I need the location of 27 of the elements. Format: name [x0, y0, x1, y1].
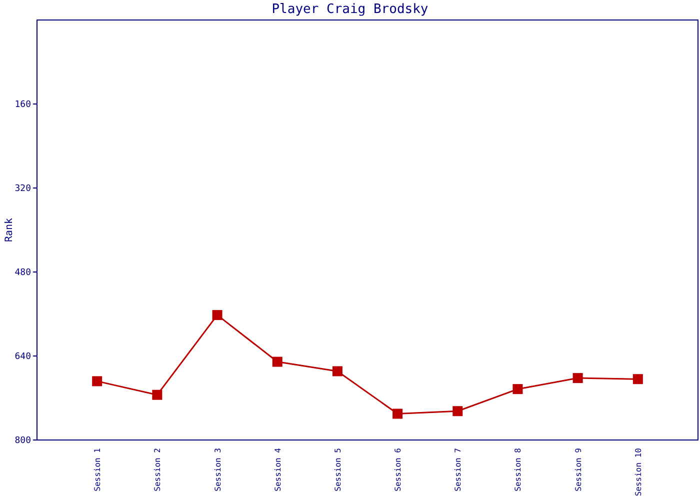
- x-tick-label: Session 2: [153, 448, 162, 492]
- y-tick-label: 640: [14, 352, 31, 362]
- y-tick-label: 160: [14, 100, 31, 110]
- x-tick-label: Session 5: [333, 448, 342, 492]
- y-tick-label: 480: [14, 268, 31, 278]
- y-tick-label: 800: [14, 436, 31, 446]
- point: [272, 356, 282, 367]
- x-tick-label: Session 1: [93, 448, 102, 492]
- y-tick-label: 320: [14, 184, 31, 194]
- y-axis-title: Rank: [4, 218, 15, 242]
- point: [632, 374, 643, 384]
- x-tick-label: Session 7: [454, 448, 463, 492]
- point: [92, 376, 102, 386]
- point: [212, 310, 222, 320]
- x-tick-label: Session 3: [213, 448, 222, 492]
- x-tick-label: Session 10: [634, 448, 643, 496]
- point: [332, 366, 342, 376]
- point: [452, 406, 463, 416]
- x-tick-label: Session 8: [514, 448, 523, 492]
- point: [152, 390, 162, 400]
- chart-title: Player Craig Brodsky: [272, 2, 428, 17]
- x-tick-label: Session 6: [394, 448, 403, 492]
- point: [392, 408, 403, 419]
- x-tick-label: Session 4: [273, 448, 282, 492]
- point: [512, 384, 523, 394]
- point: [572, 373, 583, 384]
- x-tick-label: Session 9: [574, 448, 583, 492]
